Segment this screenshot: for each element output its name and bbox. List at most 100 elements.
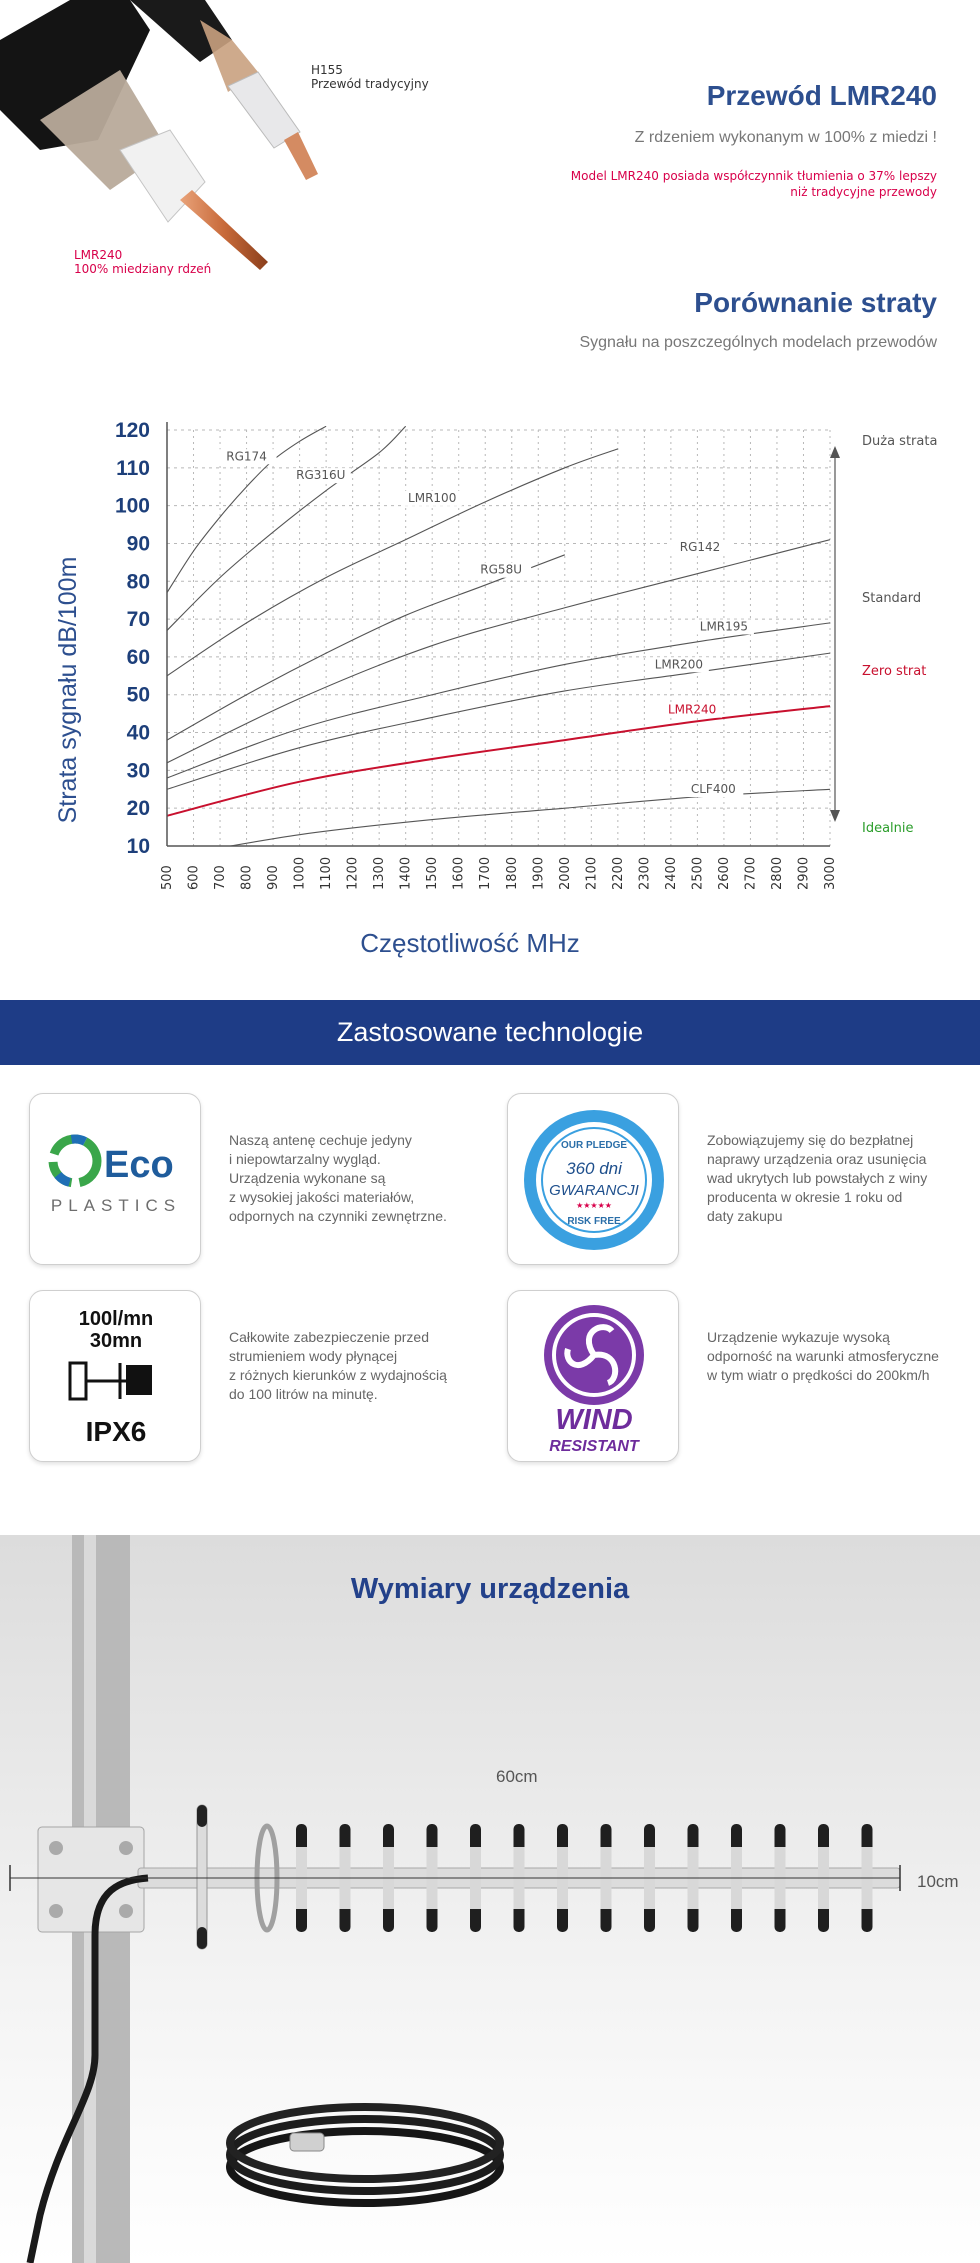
y-axis-label: Strata sygnału dB/100m xyxy=(54,557,82,824)
x-tick-label: 2600 xyxy=(717,857,732,890)
series-line-lmr195 xyxy=(167,622,830,779)
series-label-bg xyxy=(290,468,351,484)
series-label-rg58u: RG58U xyxy=(480,563,522,577)
loss-title: Porównanie straty xyxy=(694,287,937,318)
y-tick-label: 40 xyxy=(127,722,150,745)
series-label-bg xyxy=(683,782,744,798)
series-label-bg xyxy=(402,490,463,506)
height-dimension-label: 10cm xyxy=(917,1872,959,1891)
y-tick-label: 100 xyxy=(115,495,150,518)
x-tick-label: 1800 xyxy=(505,857,520,890)
x-tick-label: 2400 xyxy=(664,857,679,890)
x-tick-label: 2800 xyxy=(770,857,785,890)
loss-chart: RG174 RG316U LMR100 RG58U RG142 LMR195 LMR200 L… xyxy=(54,419,937,958)
x-tick-label: 1700 xyxy=(478,857,493,890)
wind-resistant-icon: WIND RESISTANT xyxy=(544,1305,644,1455)
technologies-header: Zastosowane technologie xyxy=(0,1000,980,1065)
svg-text:100l/mn: 100l/mn xyxy=(79,1308,153,1330)
y-tick-label: 90 xyxy=(127,532,150,555)
scale-arrow-down xyxy=(830,810,840,822)
chart-series: RG174 RG316U LMR100 RG58U RG142 LMR195 LMR200 L… xyxy=(167,426,830,846)
coax-cables-image xyxy=(0,0,318,270)
series-line-rg58u xyxy=(167,554,565,741)
series-label-rg142: RG142 xyxy=(680,540,721,554)
series-label-bg xyxy=(662,702,723,718)
y-tick-label: 50 xyxy=(127,684,150,707)
y-tick-label: 70 xyxy=(127,608,150,631)
eco-plastics-description: Naszą antenę cechuje jedyny i niepowtarz… xyxy=(229,1132,447,1224)
annotation-3: Idealnie xyxy=(862,821,914,836)
x-tick-label: 1600 xyxy=(452,857,467,890)
ipx6-description: Całkowite zabezpieczenie przed strumieni… xyxy=(229,1329,447,1402)
x-tick-label: 2100 xyxy=(584,857,599,890)
x-tick-label: 1100 xyxy=(319,857,334,890)
svg-text:WIND: WIND xyxy=(555,1404,632,1436)
series-line-lmr240 xyxy=(167,705,830,817)
x-tick-label: 900 xyxy=(266,865,281,890)
series-line-rg142 xyxy=(167,539,830,764)
width-dimension-label: 60cm xyxy=(496,1767,538,1786)
ipx6-icon: 100l/mn 30mn IPX6 xyxy=(68,1308,153,1447)
annotation-0: Duża strata xyxy=(862,434,937,449)
svg-text:Eco: Eco xyxy=(104,1144,174,1186)
series-label-bg xyxy=(471,562,532,578)
technologies-title: Zastosowane technologie xyxy=(336,1017,644,1047)
warranty-description: Zobowiązujemy się do bezpłatnej naprawy … xyxy=(707,1132,928,1224)
x-axis-label: Częstotliwość MHz xyxy=(360,928,580,958)
series-label-lmr240: LMR240 xyxy=(668,703,716,717)
series-label-clf400: CLF400 xyxy=(691,782,736,796)
x-tick-label: 500 xyxy=(160,865,175,890)
svg-text:PLASTICS: PLASTICS xyxy=(51,1196,181,1215)
series-line-clf400 xyxy=(227,788,830,846)
x-tick-label: 1900 xyxy=(531,857,546,890)
chart-annotations: Duża strata Standard Zero strat Idealnie xyxy=(830,434,937,836)
warranty-card: OUR PLEDGE 360 dni GWARANCJI ★★★★★ RISK … xyxy=(507,1093,679,1265)
series-label-rg316u: RG316U xyxy=(296,468,345,482)
h155-caption: H155 Przewód tradycyjny xyxy=(311,63,429,91)
x-tick-label: 2300 xyxy=(637,857,652,890)
x-tick-label: 1200 xyxy=(346,857,361,890)
series-label-rg174: RG174 xyxy=(226,449,267,463)
wind-resistant-description: Urządzenie wykazuje wysoką odporność na … xyxy=(707,1329,939,1383)
series-label-lmr100: LMR100 xyxy=(408,491,456,505)
warranty-seal-icon: OUR PLEDGE 360 dni GWARANCJI ★★★★★ RISK … xyxy=(524,1110,664,1250)
eco-plastics-card: Eco PLASTICS xyxy=(29,1093,201,1265)
svg-text:IPX6: IPX6 xyxy=(86,1416,147,1447)
h155-cable-icon xyxy=(130,0,318,180)
chart-axes: 500 600 700 800 900 1000 1100 1200 1300 1400 1500 1… xyxy=(115,419,838,890)
x-tick-label: 800 xyxy=(240,865,255,890)
series-label-bg xyxy=(693,619,754,635)
x-tick-label: 2200 xyxy=(611,857,626,890)
series-label-lmr195: LMR195 xyxy=(700,619,748,633)
series-label-lmr200: LMR200 xyxy=(655,657,703,671)
lmr240-caption: LMR240 100% miedziany rdzeń xyxy=(74,248,212,276)
svg-text:360 dni: 360 dni xyxy=(566,1159,623,1178)
y-tick-label: 30 xyxy=(127,759,150,782)
cable-comparison-section: H155 Przewód tradycyjny LMR240 100% mied… xyxy=(0,0,980,300)
x-tick-label: 1300 xyxy=(372,857,387,890)
series-line-lmr100 xyxy=(167,448,619,677)
series-line-rg174 xyxy=(167,426,327,593)
dimensions-section: Wymiary urządzenia 60cm 10cm xyxy=(0,1535,980,2263)
ipx6-card: 100l/mn 30mn IPX6 xyxy=(29,1290,201,1462)
svg-text:RESISTANT: RESISTANT xyxy=(549,1438,640,1455)
x-tick-label: 2000 xyxy=(558,857,573,890)
x-tick-label: 2700 xyxy=(743,857,758,890)
wind-resistant-card: WIND RESISTANT xyxy=(507,1290,679,1462)
product-note: Model LMR240 posiada współczynnik tłumie… xyxy=(570,169,937,199)
svg-text:RISK FREE: RISK FREE xyxy=(567,1216,621,1227)
series-label-bg xyxy=(648,657,709,673)
y-tick-label: 10 xyxy=(127,835,150,858)
loss-subtitle: Sygnału na poszczególnych modelach przew… xyxy=(579,334,937,351)
x-tick-label: 1000 xyxy=(293,857,308,890)
x-tick-label: 3000 xyxy=(823,857,838,890)
y-tick-label: 120 xyxy=(115,419,150,442)
y-tick-label: 110 xyxy=(116,457,150,480)
x-tick-label: 700 xyxy=(213,865,228,890)
dimensions-title: Wymiary urządzenia xyxy=(350,1573,630,1605)
series-label-bg xyxy=(670,540,731,556)
scale-arrow-up xyxy=(830,446,840,458)
series-line-rg316u xyxy=(167,426,407,631)
y-tick-label: 20 xyxy=(127,797,150,820)
product-subtitle: Z rdzeniem wykonanym w 100% z miedzi ! xyxy=(634,129,937,146)
